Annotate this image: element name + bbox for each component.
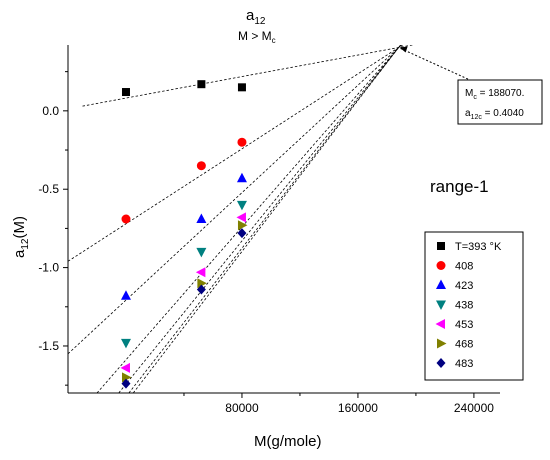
data-point (196, 284, 206, 295)
y-axis-label: a12(M) (11, 216, 31, 258)
x-axis-label: M(g/mole) (254, 433, 322, 450)
legend-label: 423 (455, 280, 473, 292)
data-point (196, 213, 207, 223)
fit-line (96, 45, 402, 393)
data-point (437, 242, 445, 250)
legend-label: T=393 °K (455, 241, 502, 253)
data-point (121, 372, 132, 383)
fit-line (128, 45, 402, 393)
fit-line (82, 45, 415, 107)
data-point (236, 212, 246, 223)
data-point (121, 214, 131, 224)
data-point (236, 172, 247, 183)
data-point (236, 200, 247, 211)
data-point (237, 137, 247, 147)
data-point (436, 300, 446, 310)
data-point (237, 228, 247, 239)
data-point (195, 267, 206, 278)
legend-label: 483 (455, 358, 473, 370)
data-point (121, 88, 130, 97)
annotation-box (457, 79, 543, 125)
intersection-annotation: Mc = 188070. a12c = 0.4040 (400, 48, 543, 125)
fit-line (68, 45, 404, 262)
data-point (435, 319, 445, 329)
annotation-a12c: a12c = 0.4040 (465, 108, 524, 121)
x-tick-label: 80000 (225, 401, 259, 415)
data-point (197, 80, 206, 89)
data-point (196, 161, 206, 171)
y-tick-label: -1.0 (38, 261, 59, 275)
y-tick-label: -1.5 (38, 339, 59, 353)
ticks: 0.0 -0.5 -1.0 -1.5 80000 160000 240000 (38, 71, 494, 415)
annotation-mc: Mc = 188070. (465, 88, 524, 101)
data-point (436, 261, 446, 270)
y-tick-label: 0.0 (42, 104, 59, 118)
legend-label: 438 (455, 300, 473, 312)
data-point (237, 220, 248, 231)
chart-subtitle: M > Mc (238, 29, 276, 45)
annotation-arrow (400, 48, 471, 81)
range-label: range-1 (430, 177, 489, 196)
annotation-arrowhead (399, 46, 408, 53)
data-point (121, 378, 131, 389)
data-point (437, 338, 447, 349)
data-point (196, 247, 207, 258)
axes (67, 45, 500, 394)
data-points (120, 80, 248, 389)
fit-lines (68, 45, 415, 393)
fit-line (68, 45, 402, 355)
fit-line (118, 45, 402, 393)
x-tick-label: 240000 (454, 401, 494, 415)
y-tick-label: -0.5 (38, 182, 59, 196)
legend-label: 468 (455, 339, 473, 351)
fit-line (132, 45, 402, 393)
x-tick-label: 160000 (338, 401, 378, 415)
legend: T=393 °K 408 423 438 453 468 483 (424, 231, 524, 381)
data-point (237, 83, 246, 92)
data-point (197, 278, 207, 289)
data-point (120, 338, 131, 349)
data-point (436, 279, 446, 289)
legend-label: 453 (455, 319, 473, 331)
data-point (120, 290, 131, 300)
legend-label: 408 (455, 261, 473, 273)
data-point (120, 362, 130, 373)
chart-title: a12 (246, 7, 266, 27)
data-point (436, 358, 446, 368)
